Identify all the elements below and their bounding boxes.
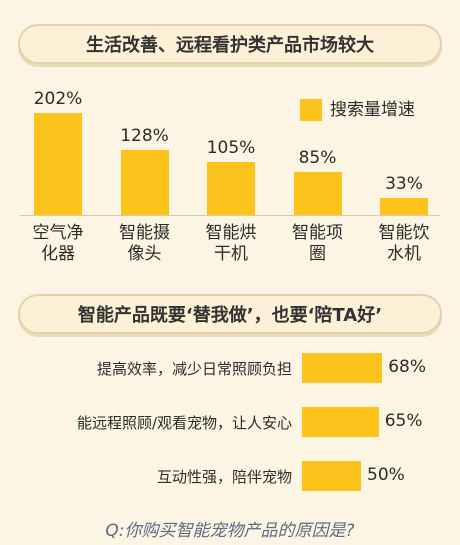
x-tick-label: 空气净化器 bbox=[32, 223, 84, 264]
legend-label: 搜索量增速 bbox=[330, 100, 415, 120]
value-label: 33% bbox=[385, 174, 423, 195]
bar bbox=[302, 407, 379, 437]
x-tick-label: 智能项圈 bbox=[292, 223, 343, 264]
y-tick-label: 能远程照顾/观看宠物，让人安心 bbox=[76, 414, 292, 432]
value-label: 202% bbox=[33, 88, 83, 109]
bar bbox=[302, 353, 383, 383]
x-tick-label: 智能烘干机 bbox=[205, 223, 257, 264]
y-tick-label: 互动性强，陪伴宠物 bbox=[156, 468, 292, 486]
bar bbox=[120, 150, 169, 215]
y-tick-label: 提高效率，减少日常照顾负担 bbox=[96, 360, 292, 378]
legend-swatch bbox=[300, 99, 322, 121]
footer: Q:你购买智能宠物产品的原因是? bbox=[105, 521, 355, 541]
value-label: 65% bbox=[384, 411, 423, 431]
chart-title: 智能产品既要‘替我做’，也要‘陪TA好’ bbox=[18, 294, 442, 334]
bar bbox=[293, 172, 342, 215]
value-label: 68% bbox=[388, 357, 427, 377]
x-tick-label: 智能饮水机 bbox=[378, 223, 430, 264]
baseline bbox=[20, 215, 440, 216]
bar bbox=[207, 161, 255, 215]
x-tick-label: 智能摄像头 bbox=[119, 223, 170, 264]
value-label: 50% bbox=[367, 465, 405, 485]
value-label: 105% bbox=[206, 137, 256, 158]
bar bbox=[34, 112, 82, 215]
chart-title: 生活改善、远程看护类产品市场较大 bbox=[18, 24, 442, 64]
value-label: 128% bbox=[120, 126, 169, 147]
bar bbox=[380, 198, 428, 215]
bar bbox=[302, 461, 361, 491]
value-label: 85% bbox=[298, 148, 337, 169]
